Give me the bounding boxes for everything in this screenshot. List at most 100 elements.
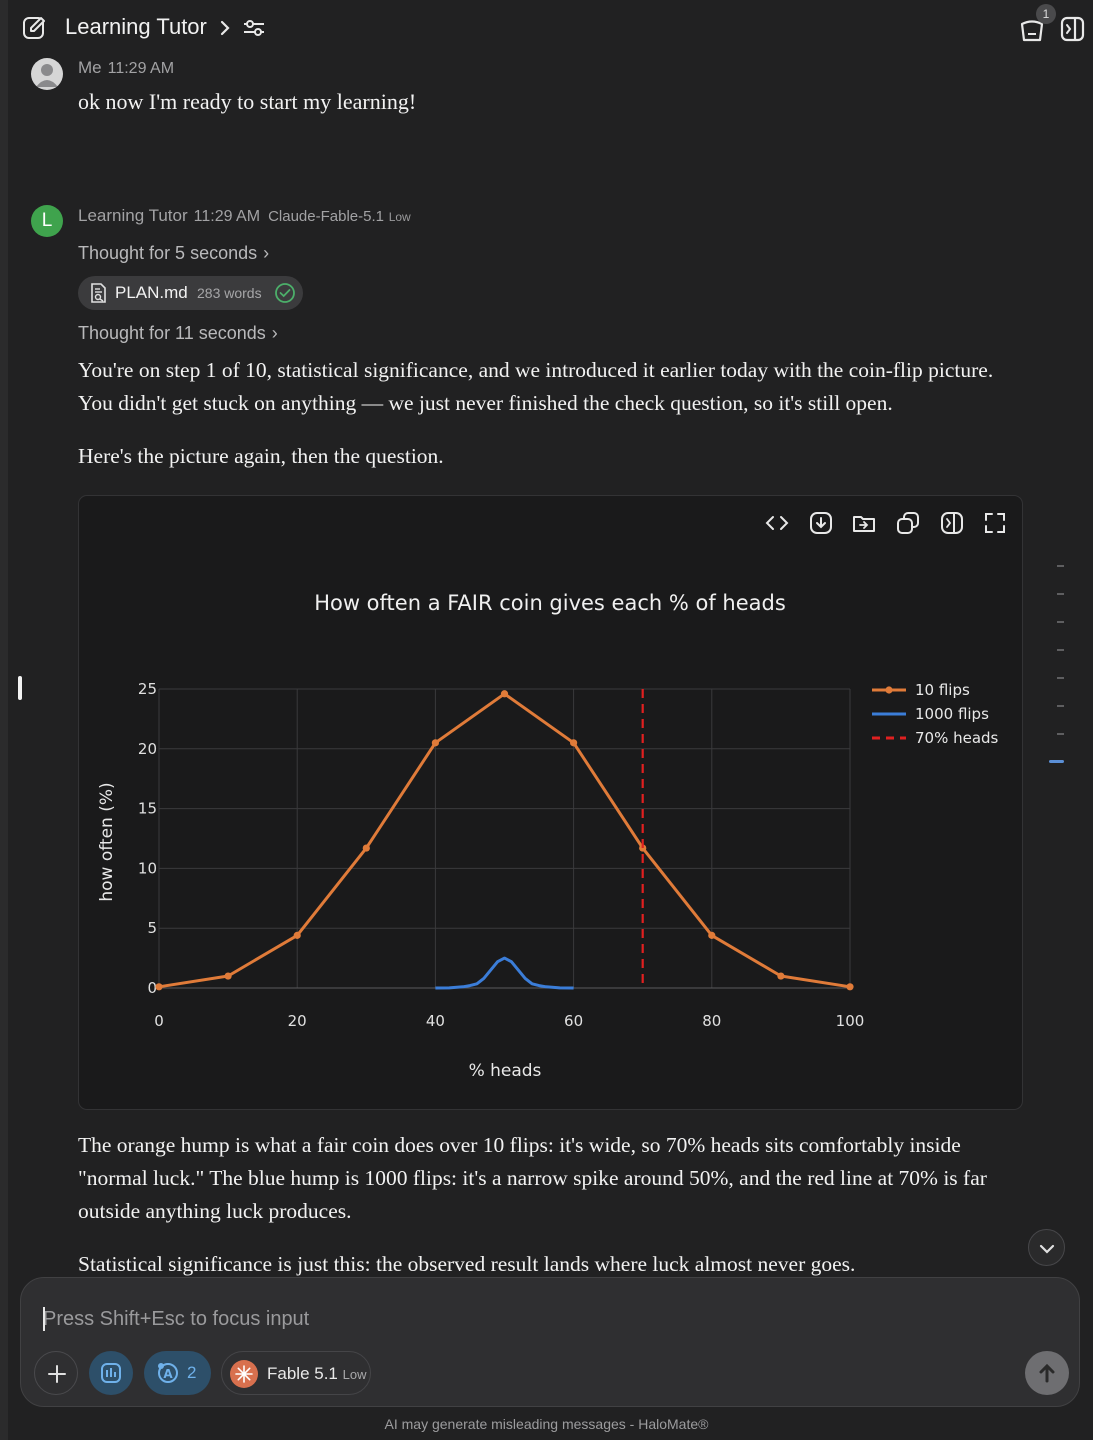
new-chat-edit-icon[interactable] [22, 15, 48, 41]
message-nav-tick[interactable] [1057, 705, 1064, 707]
model-selector-button[interactable]: Fable 5.1 Low [221, 1351, 371, 1395]
distribution-line-chart: How often a FAIR coin gives each % of he… [97, 591, 999, 1081]
data-point [500, 690, 509, 698]
assistant-avatar: L [31, 205, 63, 237]
x-tick-label: 0 [154, 1012, 164, 1030]
author-name: Learning Tutor [78, 206, 188, 225]
settings-sliders-icon[interactable] [242, 17, 266, 39]
assistant-paragraph-3: The orange hump is what a fair coin does… [78, 1133, 987, 1223]
legend-label: 1000 flips [915, 705, 989, 723]
model-effort: Low [388, 210, 411, 224]
data-point [777, 972, 785, 980]
tools-button[interactable]: A 2 [144, 1351, 211, 1395]
x-tick-label: 100 [836, 1012, 865, 1030]
code-view-icon[interactable] [764, 510, 790, 536]
notification-badge: 1 [1036, 4, 1056, 24]
data-point [639, 844, 647, 852]
toggle-panel-icon[interactable] [1060, 15, 1086, 43]
user-message-meta: Me 11:29 AM [78, 58, 174, 78]
side-panel-icon[interactable] [939, 510, 965, 536]
message-nav-tick[interactable] [1057, 677, 1064, 679]
person-icon [36, 64, 58, 87]
data-point [708, 931, 716, 939]
data-point [362, 844, 370, 852]
user-avatar [31, 58, 63, 90]
x-axis-ticks: 0 20 40 60 80 100 [154, 1012, 864, 1030]
archive-bucket-icon[interactable] [1018, 15, 1046, 43]
check-circle-icon [275, 283, 295, 303]
chart-legend[interactable]: 10 flips 1000 flips 70% heads [872, 681, 999, 747]
data-point [570, 739, 578, 747]
chevron-right-icon[interactable] [216, 17, 234, 39]
legend-label: 10 flips [915, 681, 970, 699]
text-caret [43, 1307, 45, 1331]
add-attachment-button[interactable] [34, 1351, 78, 1395]
data-point [846, 983, 854, 991]
thought-label: Thought for 11 seconds [78, 323, 266, 343]
series-line-1 [435, 956, 574, 990]
thought-label: Thought for 5 seconds [78, 243, 258, 263]
y-tick-label: 5 [147, 919, 157, 937]
file-word-count: 283 words [197, 285, 262, 301]
x-tick-label: 40 [426, 1012, 445, 1030]
tools-count: 2 [187, 1363, 197, 1382]
chat-title[interactable]: Learning Tutor [65, 14, 207, 39]
copy-icon[interactable] [895, 510, 921, 536]
x-axis-label: % heads [469, 1061, 542, 1081]
message-nav-tick[interactable] [1057, 621, 1064, 623]
series-line-0 [158, 692, 851, 989]
user-message-text: ok now I'm ready to start my learning! [78, 89, 417, 114]
message-nav-tick[interactable] [1057, 565, 1064, 567]
message-nav-tick[interactable] [1057, 593, 1064, 595]
assistant-paragraph-4: Statistical significance is just this: t… [78, 1252, 856, 1276]
data-point [431, 739, 439, 747]
send-button[interactable] [1025, 1351, 1069, 1395]
charts-toggle-button[interactable] [89, 1351, 133, 1395]
message-nav-tick[interactable] [1057, 733, 1064, 735]
y-axis-ticks: 0 5 10 15 20 25 [138, 680, 157, 997]
bar-chart-icon [101, 1363, 121, 1383]
chart-title: How often a FAIR coin gives each % of he… [314, 591, 786, 615]
thought-toggle-2[interactable]: Thought for 11 seconds › [78, 323, 278, 344]
model-name: Fable 5.1 Low [267, 1364, 367, 1383]
data-point [155, 983, 163, 991]
chart-grid [158, 688, 851, 989]
y-tick-label: 25 [138, 680, 157, 698]
download-icon[interactable] [808, 510, 834, 536]
x-tick-label: 60 [564, 1012, 583, 1030]
y-tick-label: 20 [138, 740, 157, 758]
chevron-down-icon [1039, 1244, 1055, 1254]
chart-card: How often a FAIR coin gives each % of he… [78, 495, 1023, 1110]
assistant-paragraph-2: Here's the picture again, then the quest… [78, 444, 444, 468]
file-chip[interactable]: PLAN.md 283 words [78, 276, 303, 310]
document-search-icon [91, 283, 106, 303]
plus-icon [48, 1365, 66, 1383]
scroll-to-bottom-button[interactable] [1028, 1229, 1065, 1266]
assistant-message-meta: Learning Tutor 11:29 AM Claude-Fable-5.1 L… [78, 206, 411, 226]
model-name: Claude-Fable-5.1 [268, 208, 384, 225]
chevron-right-icon: › [263, 243, 270, 263]
message-nav-tick-active[interactable] [1049, 760, 1064, 763]
chevron-right-icon: › [271, 323, 278, 343]
open-in-folder-icon[interactable] [851, 510, 877, 536]
message-composer: A 2 Fable 5.1 Low [20, 1277, 1080, 1407]
svg-text:A: A [163, 1367, 173, 1381]
data-point [293, 931, 301, 939]
model-logo-icon [230, 1360, 258, 1388]
message-time: 11:29 AM [107, 60, 175, 77]
arrow-up-icon [1039, 1363, 1055, 1383]
thought-toggle-1[interactable]: Thought for 5 seconds › [78, 243, 269, 264]
message-nav-tick[interactable] [1057, 649, 1064, 651]
top-bar: Learning Tutor 1 [0, 0, 1093, 56]
message-time: 11:29 AM [193, 208, 261, 225]
sidebar-resize-handle[interactable] [18, 676, 22, 700]
file-name: PLAN.md [115, 283, 188, 302]
x-tick-label: 20 [288, 1012, 307, 1030]
disclaimer-footer: AI may generate misleading messages - Ha… [384, 1416, 709, 1432]
y-tick-label: 15 [138, 800, 157, 818]
fullscreen-icon[interactable] [982, 510, 1008, 536]
tools-a-icon: A [158, 1363, 178, 1383]
message-input[interactable] [43, 1304, 1003, 1334]
assistant-paragraph-1: You're on step 1 of 10, statistical sign… [78, 358, 994, 415]
legend-label: 70% heads [915, 729, 999, 747]
